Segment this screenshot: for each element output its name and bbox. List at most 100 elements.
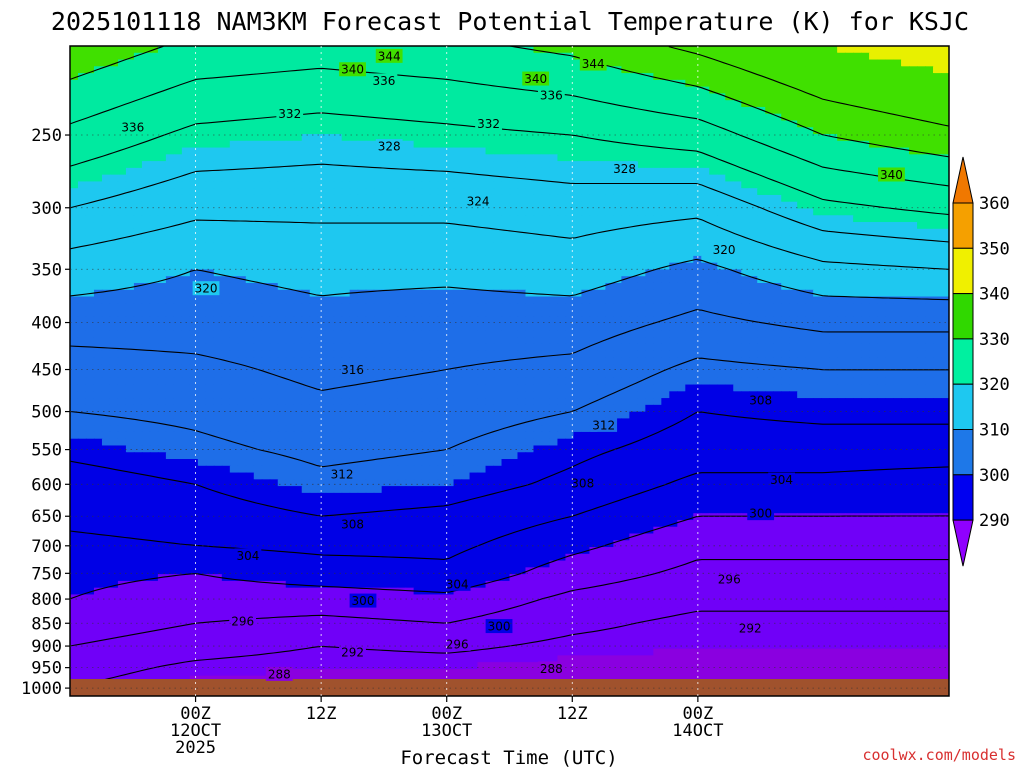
field-cell <box>213 350 223 359</box>
field-cell <box>101 46 111 54</box>
field-cell <box>469 296 479 304</box>
field-cell <box>597 161 606 169</box>
field-cell <box>853 140 862 149</box>
field-cell <box>413 194 423 203</box>
field-cell <box>453 235 463 243</box>
field-cell <box>557 249 567 257</box>
field-cell <box>677 323 686 331</box>
field-cell <box>597 106 606 115</box>
field-cell <box>493 289 503 298</box>
field-cell <box>357 120 367 128</box>
field-cell <box>317 316 327 325</box>
field-cell <box>453 79 463 88</box>
field-cell <box>557 100 567 108</box>
field-cell <box>341 154 351 162</box>
field-cell <box>605 79 614 88</box>
field-cell <box>573 242 583 250</box>
field-cell <box>461 228 471 237</box>
field-cell <box>165 52 175 61</box>
field-cell <box>669 194 678 203</box>
field-cell <box>557 188 567 196</box>
field-cell <box>909 167 918 176</box>
field-cell <box>165 113 175 122</box>
field-cell <box>517 337 527 345</box>
field-cell <box>157 66 167 74</box>
field-cell <box>373 167 383 176</box>
field-cell <box>821 127 830 135</box>
field-cell <box>701 242 710 250</box>
field-cell <box>821 120 830 128</box>
field-cell <box>533 194 543 203</box>
field-cell <box>709 222 718 230</box>
field-cell <box>917 262 926 271</box>
field-cell <box>421 282 431 291</box>
field-cell <box>437 337 447 345</box>
field-cell <box>813 188 822 196</box>
field-cell <box>685 337 694 345</box>
field-cell <box>829 127 838 135</box>
field-cell <box>685 181 694 189</box>
field-cell <box>293 79 303 88</box>
field-cell <box>597 52 606 61</box>
field-cell <box>557 296 567 304</box>
field-cell <box>749 282 758 291</box>
field-cell <box>861 174 870 183</box>
field-cell <box>861 235 870 243</box>
field-cell <box>861 46 870 54</box>
field-cell <box>245 73 255 81</box>
field-cell <box>101 255 111 264</box>
field-cell <box>325 350 335 359</box>
field-cell <box>485 127 495 135</box>
field-cell <box>773 296 782 304</box>
field-cell <box>301 289 311 298</box>
field-cell <box>637 316 646 325</box>
field-cell <box>469 276 479 284</box>
field-cell <box>245 66 255 74</box>
field-cell <box>693 303 702 311</box>
field-cell <box>493 228 503 237</box>
field-cell <box>389 154 399 162</box>
field-cell <box>549 242 559 250</box>
field-cell <box>509 235 519 243</box>
field-cell <box>885 215 894 223</box>
field-cell <box>421 167 431 176</box>
field-cell <box>845 181 854 189</box>
field-cell <box>301 249 311 257</box>
field-cell <box>517 222 527 230</box>
field-cell <box>477 59 487 67</box>
field-cell <box>837 127 846 135</box>
field-cell <box>885 120 894 128</box>
field-cell <box>85 215 95 223</box>
field-cell <box>293 93 303 101</box>
field-cell <box>365 262 375 271</box>
field-cell <box>205 106 215 115</box>
field-cell <box>517 215 527 223</box>
field-cell <box>357 330 367 338</box>
field-cell <box>821 228 830 237</box>
field-cell <box>669 215 678 223</box>
field-cell <box>165 167 175 176</box>
field-cell <box>917 337 926 345</box>
field-cell <box>157 147 167 155</box>
field-cell <box>845 59 854 67</box>
field-cell <box>613 52 622 61</box>
field-cell <box>757 323 766 331</box>
field-cell <box>397 289 407 298</box>
field-cell <box>517 134 527 142</box>
field-cell <box>109 113 119 122</box>
field-cell <box>397 127 407 135</box>
field-cell <box>621 316 630 325</box>
field-cell <box>349 106 359 115</box>
field-cell <box>341 330 351 338</box>
field-cell <box>85 86 95 94</box>
field-cell <box>805 242 814 250</box>
field-cell <box>845 46 854 54</box>
field-cell <box>757 113 766 122</box>
field-cell <box>70 181 79 189</box>
field-cell <box>573 113 583 122</box>
field-cell <box>277 188 287 196</box>
field-cell <box>333 296 343 304</box>
field-cell <box>437 100 447 108</box>
field-cell <box>77 154 87 162</box>
field-cell <box>501 106 511 115</box>
